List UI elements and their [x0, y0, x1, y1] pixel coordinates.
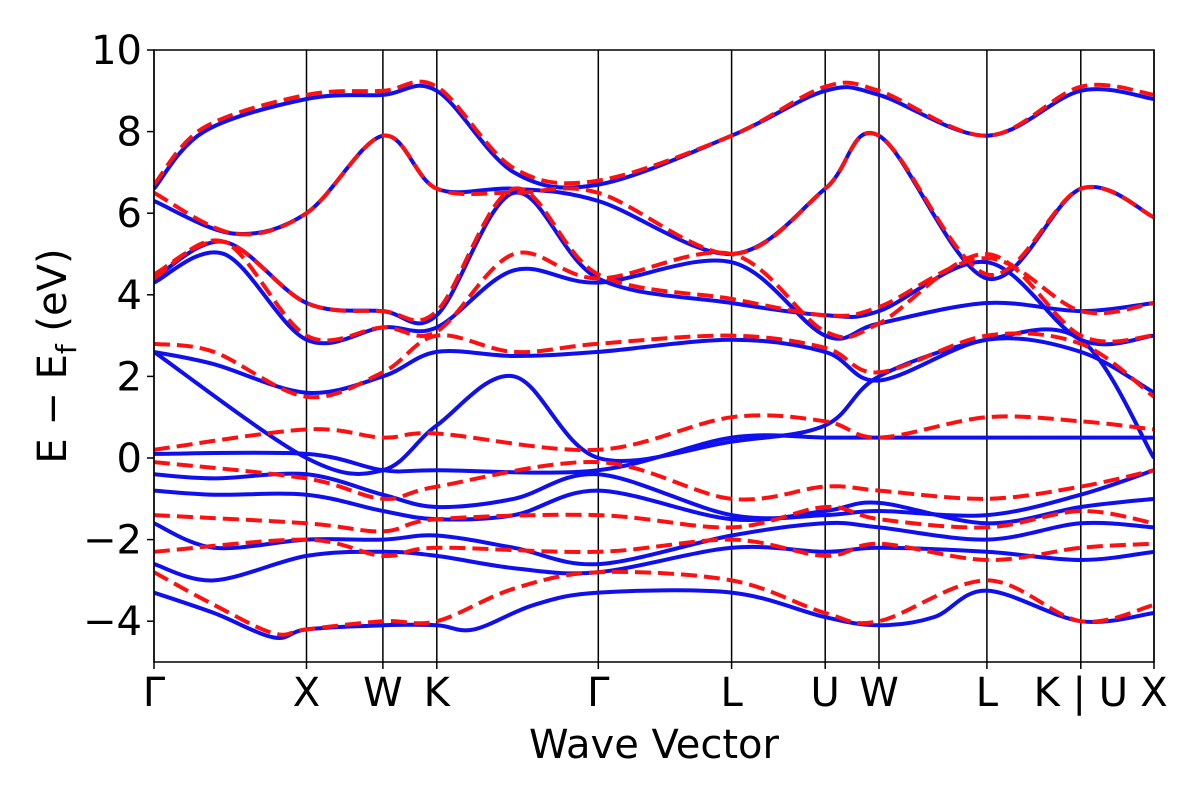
y-tick-label: 10: [91, 28, 142, 74]
y-tick-label: 8: [117, 110, 142, 156]
y-tick-label: −4: [83, 599, 142, 645]
solid-band-0: [154, 588, 1154, 641]
dashed-band-4: [154, 413, 1154, 453]
solid-band-5: [154, 433, 1154, 475]
plot-frame: [153, 49, 1155, 663]
dashed-band-5: [154, 331, 1154, 400]
y-tick-label: 6: [117, 191, 142, 237]
solid-band-4: [154, 468, 1154, 521]
x-tick-label: Γ: [587, 670, 610, 716]
x-tick-label: K: [424, 670, 452, 716]
dashed-band-1: [154, 537, 1154, 563]
x-tick-label: X: [1140, 670, 1167, 716]
x-tick-label: K | U: [1034, 670, 1128, 716]
dashed-series: [154, 79, 1154, 637]
solid-band-8: [154, 250, 1154, 346]
x-tick-label: X: [293, 670, 320, 716]
x-tick-label: W: [363, 670, 403, 716]
dashed-band-2: [154, 504, 1154, 534]
dashed-band-7: [154, 186, 1154, 323]
dashed-band-0: [154, 569, 1154, 637]
x-tick-label: L: [720, 670, 743, 716]
dashed-band-3: [154, 459, 1154, 502]
y-tick-label: 0: [117, 436, 142, 482]
y-axis-label-unit: (eV): [30, 248, 76, 344]
y-axis-label-main: E − E: [30, 354, 76, 464]
solid-band-7: [154, 327, 1154, 476]
y-axis: −4 −2 0 2 4 6 8 10: [83, 28, 154, 645]
dashed-band-8: [154, 131, 1154, 277]
y-tick-label: 2: [117, 354, 142, 400]
dashed-band-6: [154, 238, 1154, 344]
y-tick-label: 4: [117, 273, 142, 319]
x-axis-label: Wave Vector: [529, 722, 780, 768]
dashed-band-9: [154, 79, 1154, 186]
x-tick-label: Γ: [143, 670, 166, 716]
band-lines: [154, 79, 1154, 641]
x-tick-label: U: [811, 670, 840, 716]
solid-series: [154, 83, 1154, 641]
solid-band-11: [154, 83, 1154, 191]
x-tick-label: L: [976, 670, 999, 716]
y-tick-label: −2: [83, 518, 142, 564]
y-axis-label-subscript: f: [50, 343, 83, 354]
solid-band-3: [154, 488, 1154, 526]
x-tick-label: W: [859, 670, 899, 716]
y-axis-label: E − Ef (eV): [30, 248, 83, 463]
